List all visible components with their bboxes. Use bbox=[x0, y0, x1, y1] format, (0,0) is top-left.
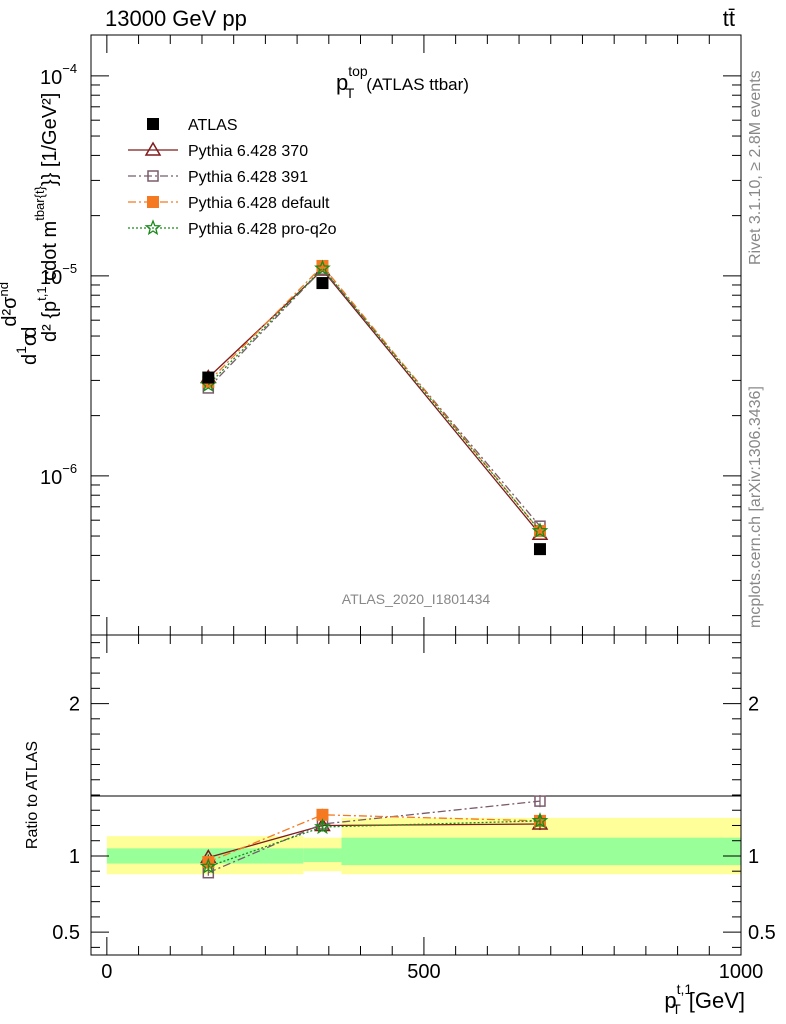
main-y-tick-label: 10−6 bbox=[40, 461, 77, 489]
legend-label: Pythia 6.428 pro-q2o bbox=[188, 221, 337, 238]
ratio-data-point bbox=[202, 856, 215, 869]
legend-label: Pythia 6.428 391 bbox=[188, 169, 308, 186]
x-tick-label: 500 bbox=[407, 961, 440, 983]
x-tick-label: 1000 bbox=[719, 961, 764, 983]
x-axis-label-rest: [GeV] bbox=[689, 988, 745, 1013]
collision-label: 13000 GeV pp bbox=[105, 6, 247, 31]
ratio-y-tick-label-right: 0.5 bbox=[748, 922, 776, 944]
main-title-main: p bbox=[336, 70, 348, 95]
main-data-point bbox=[531, 522, 549, 539]
ratio-data-point bbox=[316, 808, 329, 821]
legend-label: Pythia 6.428 default bbox=[188, 195, 330, 212]
main-series-line bbox=[207, 267, 541, 532]
ratio-y-tick-label-right: 2 bbox=[748, 694, 759, 716]
legend-label: Pythia 6.428 370 bbox=[188, 143, 308, 160]
ratio-uncertainty-bands bbox=[106, 817, 741, 875]
main-series-group bbox=[200, 259, 549, 556]
main-title-sub: T bbox=[346, 85, 355, 101]
main-series-line bbox=[207, 268, 541, 527]
ratio-y-tick-label-left: 2 bbox=[69, 694, 80, 716]
legend: ATLAS Pythia 6.428 370 Pythia 6.428 391 Pyt… bbox=[128, 117, 337, 238]
main-series-line bbox=[207, 268, 541, 535]
main-y-axis-label: d1σdd²σndd² {pt,1 cdot mtbar{t}}} [1/GeV… bbox=[0, 93, 61, 365]
main-title-sup: top bbox=[348, 63, 368, 79]
main-axis-ticks: 10−610−510−4 bbox=[40, 35, 742, 635]
main-data-point bbox=[314, 259, 331, 276]
legend-marker bbox=[144, 219, 162, 236]
legend-marker bbox=[144, 141, 162, 156]
process-label: tt̄ bbox=[723, 6, 735, 31]
main-series-line bbox=[207, 265, 541, 532]
ratio-stat-band bbox=[303, 848, 342, 863]
main-data-point bbox=[202, 371, 215, 384]
analysis-watermark: ATLAS_2020_I1801434 bbox=[342, 591, 491, 607]
x-axis-label-main: p bbox=[664, 988, 676, 1013]
main-panel: 10−610−510−4 ptop T (ATLAS ttbar) ATLAS_20… bbox=[0, 34, 742, 636]
x-axis-label-sup: t,1 bbox=[677, 981, 693, 997]
ratio-data-point bbox=[199, 857, 217, 874]
ratio-data-point bbox=[531, 812, 549, 829]
main-title: ptop T (ATLAS ttbar) bbox=[336, 63, 469, 101]
mcplots-label: mcplots.cern.ch [arXiv:1306.3436] bbox=[747, 386, 764, 628]
x-axis-label: pt,1 T [GeV] bbox=[664, 981, 745, 1017]
ratio-data-point bbox=[534, 795, 546, 807]
ratio-y-tick-label-left: 0.5 bbox=[52, 922, 80, 944]
ratio-y-axis-label: Ratio to ATLAS bbox=[24, 741, 41, 849]
ratio-y-tick-label-right: 1 bbox=[748, 846, 759, 868]
legend-label: ATLAS bbox=[188, 117, 238, 134]
ratio-stat-band bbox=[341, 837, 741, 866]
legend-marker bbox=[147, 170, 159, 182]
main-data-point bbox=[533, 543, 546, 556]
main-title-rest: (ATLAS ttbar) bbox=[366, 75, 469, 94]
main-y-tick-label: 10−4 bbox=[40, 61, 77, 89]
ratio-data-point bbox=[314, 818, 331, 835]
ratio-series-group bbox=[199, 795, 549, 879]
ratio-panel-frame bbox=[90, 634, 742, 956]
ratio-y-tick-label-left: 1 bbox=[69, 846, 80, 868]
x-tick-label: 0 bbox=[101, 961, 112, 983]
legend-marker bbox=[147, 118, 159, 130]
rivet-version-label: Rivet 3.1.10, ≥ 2.8M events bbox=[747, 70, 764, 265]
main-data-point bbox=[316, 277, 329, 290]
ratio-panel: 0.5 0.5 1 1 2 2 0 500 1000 Ratio to ATLAS pt,1 T [… bbox=[24, 634, 776, 1017]
x-axis-label-sub: T bbox=[672, 1001, 681, 1017]
ratio-axis-ticks: 0.5 0.5 1 1 2 2 0 500 1000 bbox=[52, 635, 776, 983]
legend-marker bbox=[147, 196, 159, 208]
